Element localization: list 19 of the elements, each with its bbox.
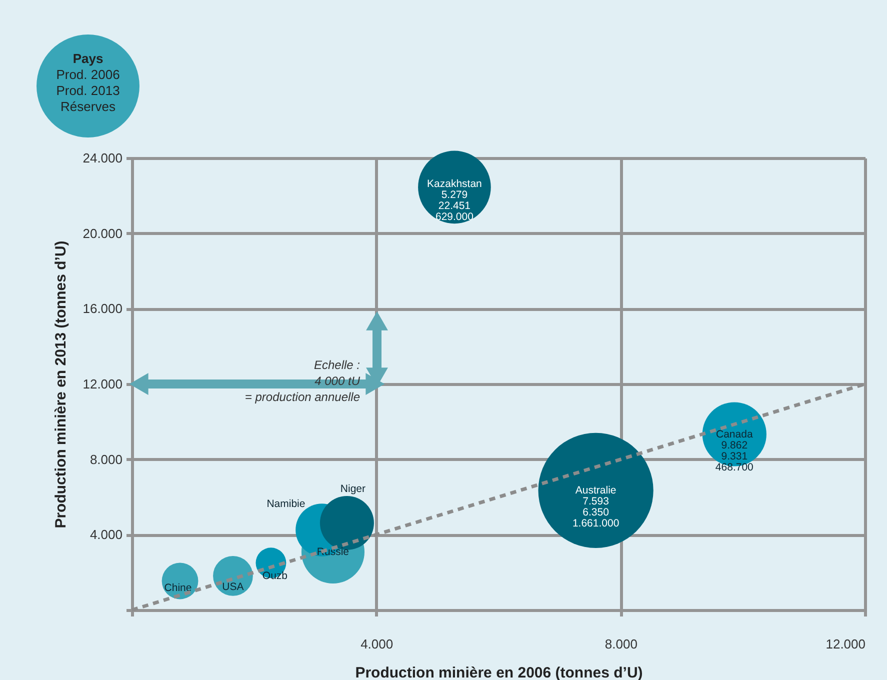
y-tick-label: 16.000 xyxy=(82,301,122,316)
data-label: Chine xyxy=(164,582,192,594)
data-label: Kazakhstan 5.279 22.451 629.000 xyxy=(427,178,482,224)
y-tick-label: 20.000 xyxy=(82,226,122,241)
x-tick-label: 12.000 xyxy=(826,636,866,652)
text: Prod. 2006 Prod. 2013 Réserves xyxy=(56,67,120,114)
y-tick-label: 8.000 xyxy=(90,452,122,467)
y-tick-label: 4.000 xyxy=(90,527,122,542)
data-label: USA xyxy=(222,580,244,593)
y-tick-label: 24.000 xyxy=(82,150,122,166)
x-tick-label: 4.000 xyxy=(360,636,394,652)
legend-title: Pays xyxy=(72,51,104,66)
data-label: Canada 9.862 9.331 468.700 xyxy=(715,428,754,474)
x-tick-label: 8.000 xyxy=(604,636,638,652)
y-tick-label: 12.000 xyxy=(82,376,122,392)
data-label: Australie 7.593 6.350 1.661.000 xyxy=(572,484,620,530)
data-label: Niger xyxy=(340,482,366,495)
y-axis-title: Production minière en 2013 (tonnes d’U) xyxy=(52,240,70,528)
data-label: Namibie xyxy=(266,498,306,510)
